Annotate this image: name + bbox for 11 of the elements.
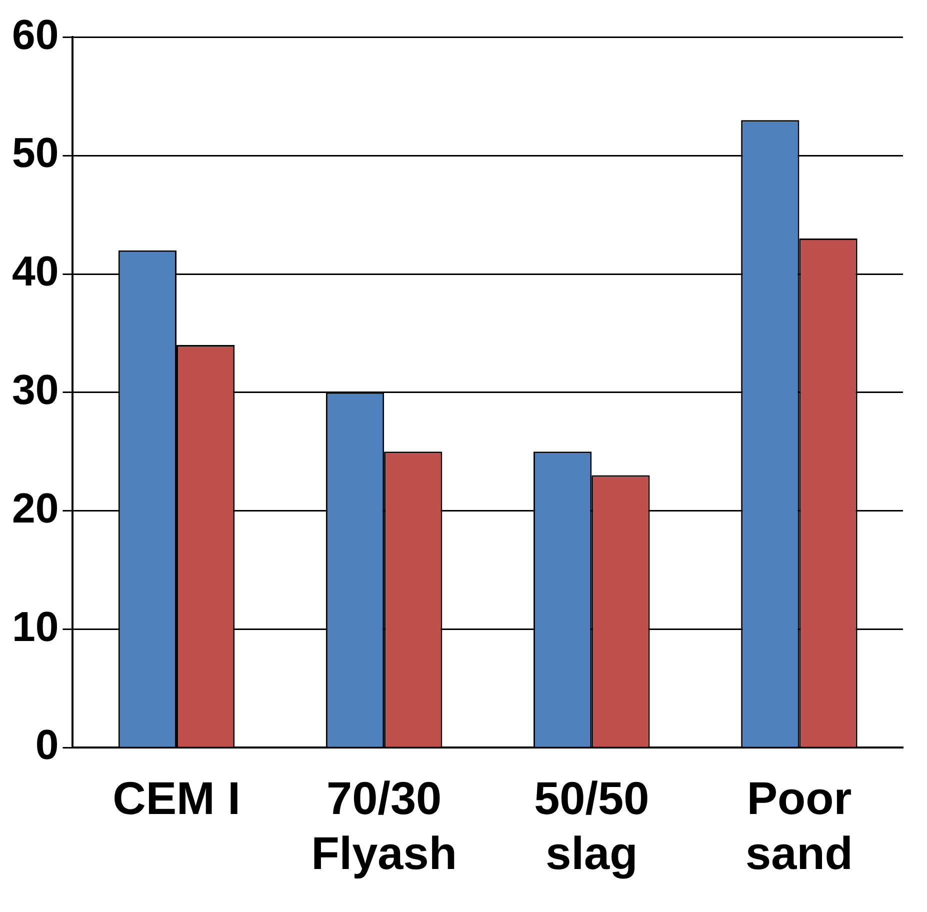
y-tick-label: 60 (12, 10, 59, 58)
x-tick-label: 50/50 slag (534, 772, 650, 880)
y-tick-label: 20 (12, 484, 59, 532)
x-tick-label: CEM I (112, 772, 240, 824)
x-tick-label: Poor sand (746, 772, 853, 880)
y-tick-label: 0 (35, 721, 59, 768)
y-tick-label: 10 (12, 602, 59, 650)
y-tick-label: 50 (12, 129, 59, 176)
y-tick-label: 40 (12, 248, 59, 295)
y-tick-label: 30 (12, 366, 59, 413)
x-tick-label: 70/30 Flyash (311, 772, 457, 880)
